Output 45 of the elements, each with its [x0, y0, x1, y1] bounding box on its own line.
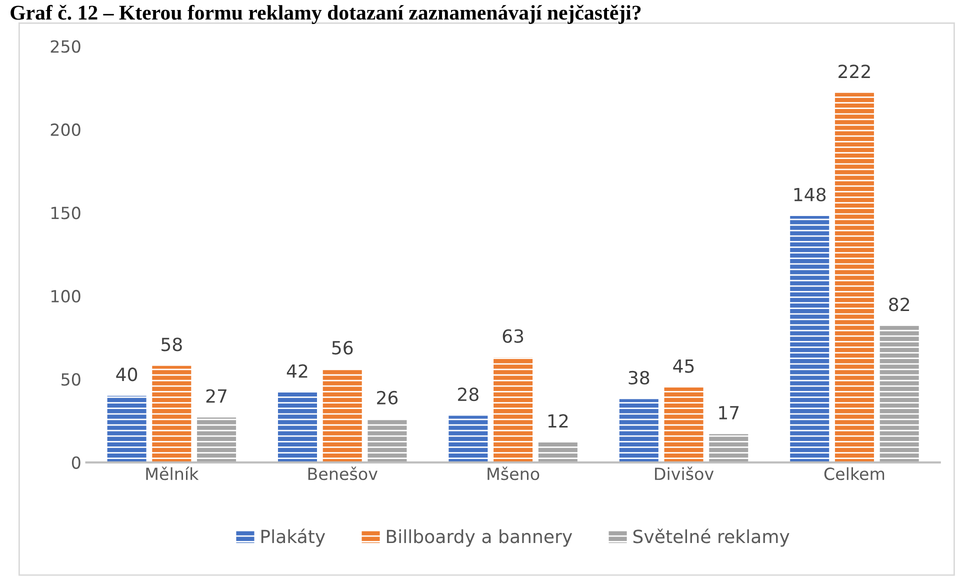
legend-label: Billboardy a bannery [386, 529, 572, 547]
bar [709, 434, 748, 462]
data-label: 63 [502, 329, 524, 343]
data-label: 82 [889, 298, 910, 312]
bar [278, 392, 317, 462]
data-label: 17 [719, 406, 739, 420]
bar [322, 369, 362, 462]
data-label: 28 [458, 388, 478, 402]
data-label: 38 [628, 370, 650, 385]
bar [448, 416, 488, 462]
y-tick-label: 250 [50, 40, 80, 53]
bar [619, 399, 658, 462]
data-label: 12 [548, 414, 568, 428]
data-label: 56 [332, 340, 353, 355]
x-tick-label: Mšeno [488, 466, 540, 480]
y-tick-label: 200 [50, 123, 80, 136]
x-tick-label: Mělník [146, 466, 199, 480]
bar [368, 419, 407, 462]
bar [664, 387, 704, 462]
y-tick-label: 100 [51, 290, 80, 303]
y-tick-label: 50 [62, 373, 80, 386]
x-tick-label: Benešov [308, 466, 378, 480]
bar [834, 92, 874, 462]
bar [494, 358, 533, 462]
data-label: 148 [794, 188, 826, 202]
bar [538, 442, 578, 462]
bar [152, 366, 192, 462]
legend-label: Světelné reklamy [633, 528, 790, 547]
data-label: 58 [162, 338, 182, 352]
data-label: 27 [206, 389, 226, 403]
chart-title: Graf č. 12 – Kterou formu reklamy dotazaní zaznamenávají nejčastěji? [10, 4, 641, 24]
data-label: 42 [286, 364, 308, 378]
x-tick-label: Divišov [655, 466, 714, 480]
bar [790, 216, 830, 462]
x-tick-label: Celkem [824, 467, 884, 480]
y-tick-label: 0 [72, 456, 80, 469]
data-label: 26 [377, 390, 398, 405]
bar [197, 417, 236, 462]
y-tick-label: 150 [51, 206, 80, 220]
legend-label: Plakáty [261, 528, 326, 547]
data-label: 40 [116, 368, 138, 382]
data-label: 45 [673, 359, 694, 373]
bar [880, 326, 919, 462]
data-label: 222 [838, 64, 870, 78]
bar [107, 396, 146, 462]
